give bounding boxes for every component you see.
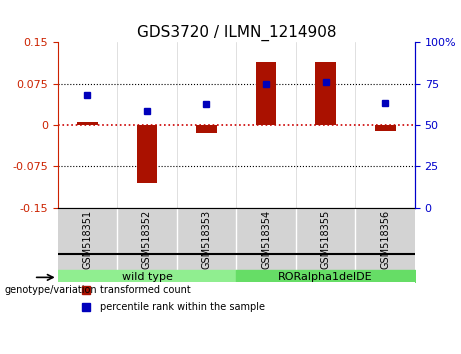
Text: GSM518352: GSM518352 — [142, 210, 152, 269]
Text: RORalpha1delDE: RORalpha1delDE — [278, 272, 373, 282]
Bar — [315, 62, 336, 125]
Text: transformed count: transformed count — [100, 285, 191, 295]
Text: percentile rank within the sample: percentile rank within the sample — [100, 302, 266, 312]
Bar — [196, 125, 217, 133]
Text: wild type: wild type — [122, 272, 172, 282]
Bar — [375, 125, 396, 131]
Text: genotype/variation: genotype/variation — [5, 285, 97, 295]
Text: GSM518351: GSM518351 — [83, 210, 92, 269]
Bar — [77, 122, 98, 125]
Text: GSM518353: GSM518353 — [201, 210, 212, 269]
Text: GSM518356: GSM518356 — [380, 210, 390, 269]
Text: GSM518354: GSM518354 — [261, 210, 271, 269]
Bar — [136, 125, 157, 183]
Title: GDS3720 / ILMN_1214908: GDS3720 / ILMN_1214908 — [136, 25, 336, 41]
Bar — [255, 62, 277, 125]
Text: GSM518355: GSM518355 — [320, 210, 331, 269]
